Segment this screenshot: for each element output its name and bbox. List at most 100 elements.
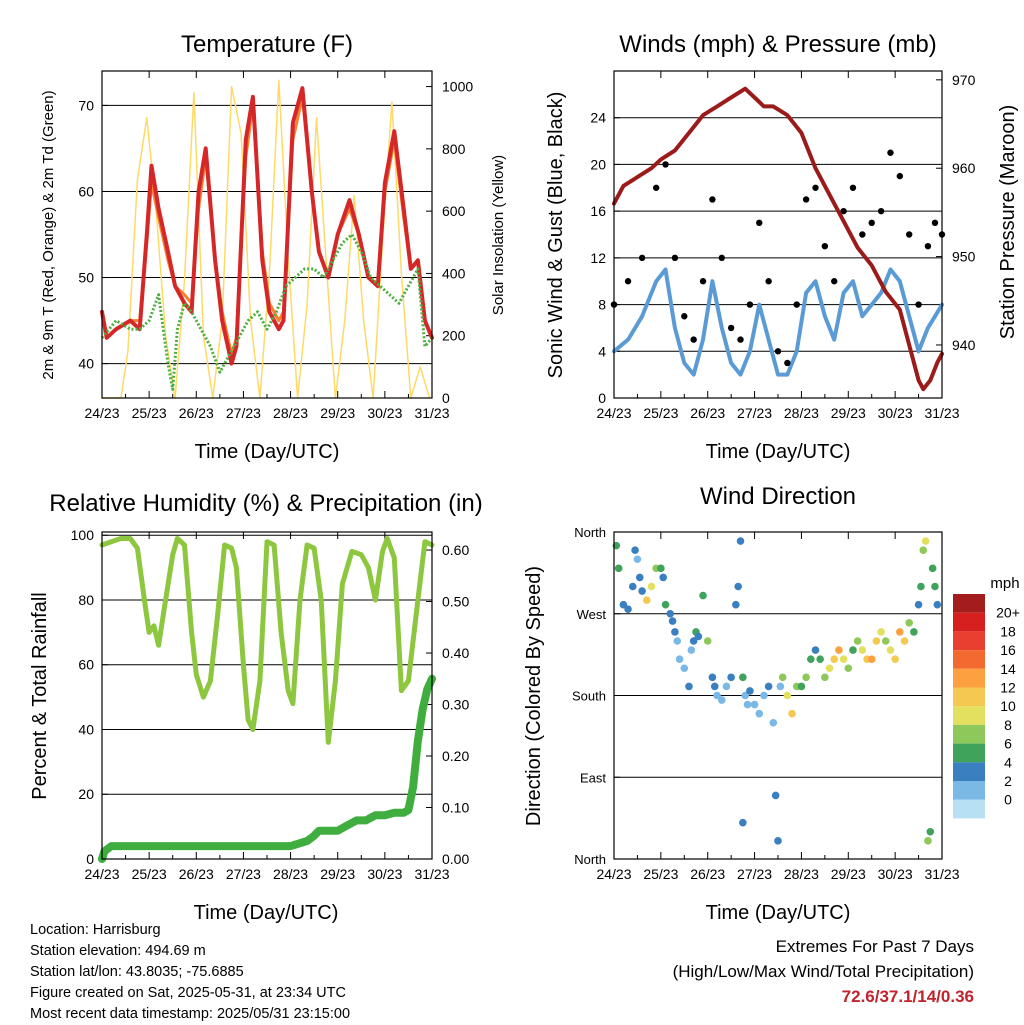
y-tick-label: 40 (78, 721, 94, 737)
direction-point (926, 827, 935, 836)
y2-tick-label: 970 (952, 72, 976, 88)
direction-point (647, 582, 656, 591)
gust-point (638, 254, 646, 262)
direction-point (914, 600, 923, 609)
direction-point (849, 646, 857, 654)
direction-point (872, 637, 881, 645)
y-tick-label: 40 (78, 356, 94, 372)
gust-point (652, 184, 660, 191)
extremes-title: Extremes For Past 7 Days (775, 937, 974, 956)
direction-point (807, 655, 815, 663)
y-tick-label: 4 (598, 343, 606, 359)
solar-series (101, 79, 431, 399)
direction-point (685, 682, 693, 691)
direction-point (921, 537, 930, 545)
station-info: Location: Harrisburg Station elevation: … (30, 920, 350, 1025)
direction-point (631, 546, 639, 554)
legend-swatch (953, 724, 985, 744)
y-tick-label: 20 (78, 786, 94, 802)
gust-point (840, 207, 847, 215)
direction-point (732, 600, 740, 609)
legend-swatch (953, 799, 985, 819)
gust-point (681, 313, 688, 320)
y2-tick-label: 0.30 (442, 697, 469, 713)
gust-point (765, 278, 772, 285)
x-tick-label: 24/23 (596, 405, 631, 421)
y-tick-label: 0 (598, 390, 606, 406)
x-tick-label: 26/23 (690, 405, 725, 421)
direction-frame (613, 531, 943, 860)
humidity-title: Relative Humidity (%) & Precipitation (i… (49, 490, 482, 517)
x-tick-label: 26/23 (690, 866, 725, 882)
direction-point (671, 628, 679, 636)
direction-point (680, 664, 689, 673)
speed-legend-title: mph (990, 575, 1019, 592)
temperature-y2label: Solar Insolation (Yellow) (490, 155, 507, 315)
direction-point (924, 837, 932, 845)
direction-point (687, 646, 696, 654)
direction-point (614, 564, 623, 573)
direction-point (661, 600, 670, 609)
y-tick-label: North (574, 525, 606, 540)
legend-swatch (953, 612, 985, 632)
direction-point (891, 655, 899, 663)
station-latlon: Station lat/lon: 43.8035; -75.6885 (30, 964, 244, 980)
gust-point (746, 301, 754, 308)
direction-point (746, 687, 754, 695)
legend-swatch (953, 706, 985, 725)
2m-t-series (100, 86, 434, 366)
gust-point (784, 359, 791, 367)
direction-point (821, 673, 829, 682)
x-tick-label: 28/23 (784, 405, 819, 421)
gust-point (699, 278, 707, 285)
x-tick-label: 31/23 (924, 866, 959, 882)
direction-point (886, 646, 895, 654)
gust-point (906, 231, 913, 238)
direction-point (689, 637, 698, 645)
y-tick-label: East (580, 770, 606, 785)
rh-series (99, 536, 435, 745)
direction-point (633, 555, 642, 564)
x-tick-label: 24/23 (84, 866, 119, 882)
x-tick-label: 29/23 (320, 405, 355, 421)
gust-point (718, 254, 725, 262)
direction-point (755, 709, 764, 718)
gust-point (774, 348, 782, 355)
y-tick-label: North (574, 852, 606, 867)
direction-point (657, 564, 665, 573)
legend-label: 12 (1000, 680, 1016, 696)
direction-point (835, 646, 843, 654)
direction-point (741, 691, 749, 700)
direction-point (722, 682, 731, 691)
temperature-chart: 40 50 60 70 0 200 400 600 800 1000 24/23 25/23 26/23… (78, 70, 473, 421)
y2-tick-label: 800 (442, 141, 466, 157)
2m-td-series (100, 233, 434, 391)
x-tick-label: 27/23 (737, 405, 772, 421)
direction-point (877, 628, 885, 636)
direction-point (853, 637, 862, 645)
y-tick-label: 80 (78, 592, 94, 608)
x-tick-label: 24/23 (596, 866, 631, 882)
direction-point (933, 600, 942, 609)
humidity-frame (101, 531, 433, 860)
direction-point (750, 700, 759, 709)
x-tick-label: 28/23 (784, 866, 819, 882)
direction-point (628, 582, 637, 591)
x-tick-label: 27/23 (737, 866, 772, 882)
y2-tick-label: 1000 (442, 79, 473, 95)
speed-legend: 20+ 18 16 14 12 10 8 6 4 2 0 (953, 594, 1020, 819)
direction-point (708, 673, 717, 682)
direction-point (659, 573, 667, 582)
direction-point (778, 673, 787, 682)
direction-point (736, 537, 745, 545)
direction-point (910, 628, 918, 636)
y-tick-label: 60 (78, 183, 94, 199)
gust-point (915, 301, 922, 308)
y2-tick-label: 600 (442, 203, 466, 219)
direction-point (858, 646, 867, 654)
direction-point (774, 837, 782, 845)
wind-series (612, 267, 944, 377)
figure-created: Figure created on Sat, 2025-05-31, at 23… (30, 985, 346, 1001)
y-tick-label: 70 (78, 97, 94, 113)
